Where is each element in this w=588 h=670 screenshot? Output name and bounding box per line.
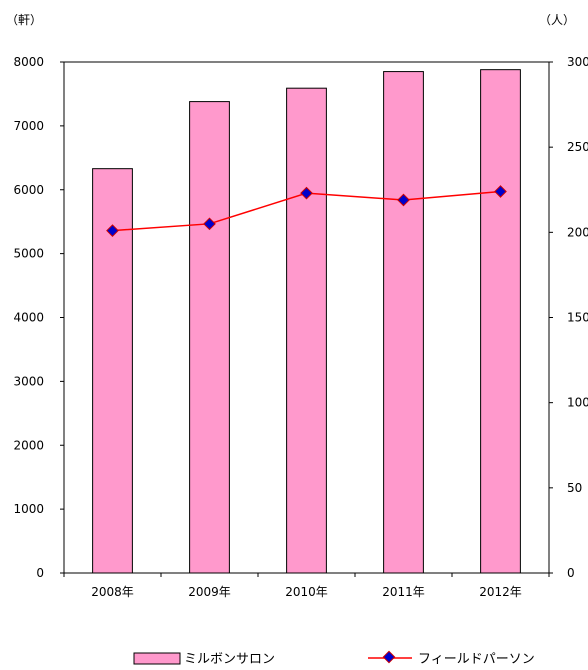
right-tick-label: 250	[567, 140, 588, 154]
line-series	[106, 185, 507, 237]
right-tick-label: 0	[567, 566, 575, 580]
right-tick-label: 50	[567, 481, 582, 495]
line-point-2012年	[494, 185, 507, 198]
right-tick-label: 100	[567, 396, 588, 410]
plot-area-frame	[63, 61, 550, 574]
line-point-2008年	[106, 224, 119, 237]
left-tick-label: 4000	[13, 311, 44, 325]
left-tick-label: 2000	[13, 438, 44, 452]
x-tick-label: 2012年	[479, 585, 522, 599]
legend-bar-label: ミルボンサロン	[184, 652, 275, 667]
line-point-2010年	[300, 186, 313, 200]
x-tick-label: 2010年	[285, 585, 328, 599]
left-tick-label: 6000	[13, 183, 44, 197]
x-tick-label: 2011年	[382, 585, 425, 599]
left-tick-label: 8000	[13, 55, 44, 69]
x-tick-label: 2008年	[91, 585, 134, 599]
left-tick-label: 5000	[13, 247, 44, 261]
line-point-2011年	[397, 193, 410, 207]
right-tick-label: 150	[567, 311, 588, 325]
right-axis-ticks: 0 50 100 150 200 250 300	[549, 55, 588, 580]
line-point-2009年	[203, 217, 216, 231]
x-axis-ticks: 2008年 2009年 2010年 2011年 2012年	[63, 573, 550, 599]
legend-line-label: フィールドパーソン	[418, 652, 535, 667]
right-axis-unit: （人）	[539, 13, 575, 27]
legend: ミルボンサロン フィールドパーソン	[133, 650, 535, 667]
left-axis-ticks: 0 1000 2000 3000 4000 5000 6000 7000 8000	[13, 55, 64, 580]
left-tick-label: 0	[36, 566, 44, 580]
left-tick-label: 7000	[13, 119, 44, 133]
right-tick-label: 300	[567, 55, 588, 69]
bar-2011年	[383, 71, 424, 574]
left-axis-unit: （軒）	[6, 13, 42, 27]
bar-2010年	[286, 87, 327, 574]
bar-2012年	[480, 69, 521, 574]
legend-line-marker	[382, 650, 396, 664]
right-tick-label: 200	[567, 225, 588, 239]
left-tick-label: 1000	[13, 502, 44, 516]
x-tick-label: 2009年	[188, 585, 231, 599]
bar-series	[92, 69, 521, 574]
legend-bar-swatch	[133, 652, 181, 665]
bar-2009年	[189, 101, 230, 574]
left-tick-label: 3000	[13, 374, 44, 388]
